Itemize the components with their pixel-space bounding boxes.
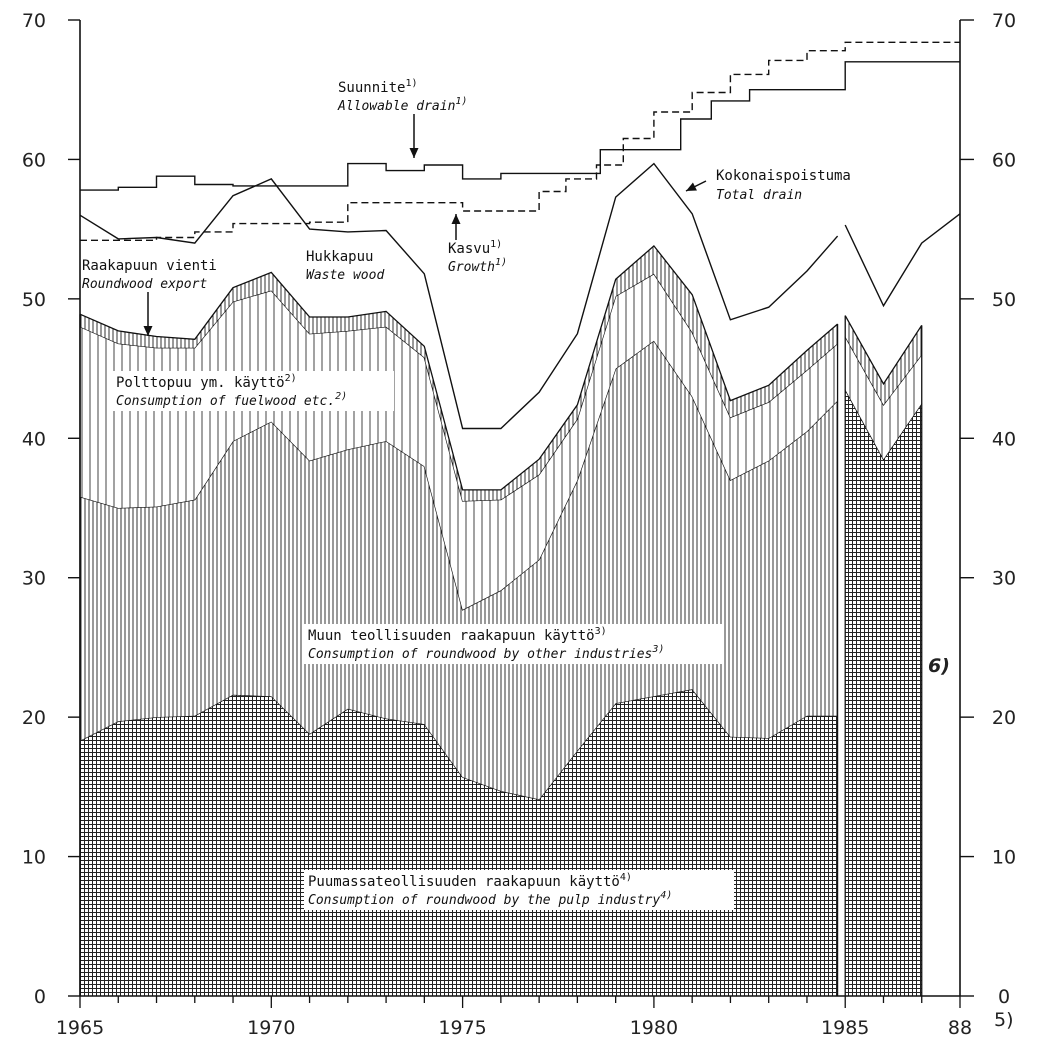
- label-hukkapuu-subtitle: Waste wood: [306, 268, 384, 283]
- x-end-footnote: 5): [994, 1009, 1014, 1031]
- line-kokonaispoistuma-seg1: [844, 213, 961, 308]
- label-kokonaispoistuma-subtitle: Total drain: [716, 188, 802, 203]
- ytick-label-left-0: 0: [34, 986, 46, 1008]
- ytick-label-right-20: 20: [992, 707, 1016, 729]
- label-suunnite-subtitle: Allowable drain1): [337, 96, 467, 114]
- stacked-areas: [79, 244, 923, 996]
- ytick-label-right-40: 40: [992, 428, 1016, 450]
- label-muun-teollisuuden-raakapuun-k-ytt-subtitle: Consumption of roundwood by other indust…: [308, 644, 664, 662]
- ytick-label-right-60: 60: [992, 149, 1016, 171]
- ytick-label-left-10: 10: [22, 847, 46, 869]
- area-top-raakapuun-vienti-seg0: [79, 244, 839, 491]
- area-polttopuu-ym-k-ytt-2-seg1: [845, 336, 922, 460]
- label-puumassateollisuuden-raakapuun-k-ytt-title: Puumassateollisuuden raakapuun käyttö4): [308, 872, 632, 890]
- ytick-label-left-40: 40: [22, 428, 46, 450]
- label-raakapuun-vienti-title: Raakapuun vienti: [82, 258, 217, 274]
- annotation-arrowhead-2: [451, 214, 461, 224]
- tick-labels: 0 0 10 10 20 20 30 30 40 40 50 50 60 60 70 70 1965 1970 19…: [22, 10, 1016, 1039]
- label-suunnite-title: Suunnite1): [338, 78, 417, 96]
- series-lines: [79, 41, 961, 430]
- ytick-label-right-30: 30: [992, 568, 1016, 590]
- annotation-arrowhead-3: [143, 326, 153, 336]
- ytick-label-left-60: 60: [22, 149, 46, 171]
- ytick-label-right-50: 50: [992, 289, 1016, 311]
- label-polttopuu-ym-k-ytt-bg: [112, 371, 394, 411]
- ytick-label-right-70: 70: [992, 10, 1016, 32]
- area-puumassateollisuuden-raakapuun-k-ytt-4-seg0: [80, 689, 838, 996]
- ytick-label-left-20: 20: [22, 707, 46, 729]
- label-raakapuun-vienti-subtitle: Roundwood export: [82, 277, 207, 292]
- ytick-label-right-0: 0: [998, 986, 1010, 1008]
- label-kasvu-title: Kasvu1): [448, 239, 502, 257]
- annotation-arrowhead-1: [686, 182, 697, 191]
- area-polttopuu-ym-k-ytt-2-seg0: [80, 273, 838, 610]
- area-muun-teollisuuden-raakapuun-k-ytt-3-seg0: [80, 340, 838, 800]
- annotation-arrowhead-0: [409, 148, 419, 158]
- xtick-label-1965: 1965: [56, 1017, 104, 1039]
- area-puumassateollisuuden-raakapuun-k-ytt-4-seg1: [845, 389, 922, 996]
- label-polttopuu-ym-k-ytt-subtitle: Consumption of fuelwood etc.2): [116, 391, 347, 409]
- line-kasvu-1: [80, 41, 960, 241]
- label-hukkapuu-title: Hukkapuu: [306, 249, 373, 265]
- side-footnote: 6): [928, 655, 950, 677]
- ytick-label-left-30: 30: [22, 568, 46, 590]
- label-puumassateollisuuden-raakapuun-k-ytt-subtitle: Consumption of roundwood by the pulp ind…: [308, 890, 672, 908]
- ytick-label-right-10: 10: [992, 847, 1016, 869]
- ytick-label-left-70: 70: [22, 10, 46, 32]
- line-suunnite-1: [80, 61, 960, 191]
- label-muun-teollisuuden-raakapuun-k-ytt-bg: [304, 624, 724, 664]
- label-puumassateollisuuden-raakapuun-k-ytt-bg: [304, 870, 734, 910]
- label-polttopuu-ym-k-ytt-title: Polttopuu ym. käyttö2): [116, 373, 297, 391]
- xtick-label-1985: 1985: [821, 1017, 869, 1039]
- axes: [68, 19, 974, 1008]
- xtick-label-1970: 1970: [247, 1017, 295, 1039]
- xtick-label-1975: 1975: [438, 1017, 486, 1039]
- xtick-label-1988: 88: [948, 1017, 972, 1039]
- label-kokonaispoistuma-title: Kokonaispoistuma: [716, 168, 851, 184]
- label-kasvu-subtitle: Growth1): [448, 257, 507, 275]
- label-muun-teollisuuden-raakapuun-k-ytt-title: Muun teollisuuden raakapuun käyttö3): [308, 626, 607, 644]
- area-top-raakapuun-vienti-seg1: [844, 315, 923, 386]
- ytick-label-left-50: 50: [22, 289, 46, 311]
- line-kokonaispoistuma-seg0: [79, 162, 839, 430]
- area-raakapuun-vienti-seg1: [845, 315, 922, 405]
- xtick-label-1980: 1980: [630, 1017, 678, 1039]
- annotations: Suunnite1)Allowable drain1) Kokonaispoist…: [82, 78, 851, 910]
